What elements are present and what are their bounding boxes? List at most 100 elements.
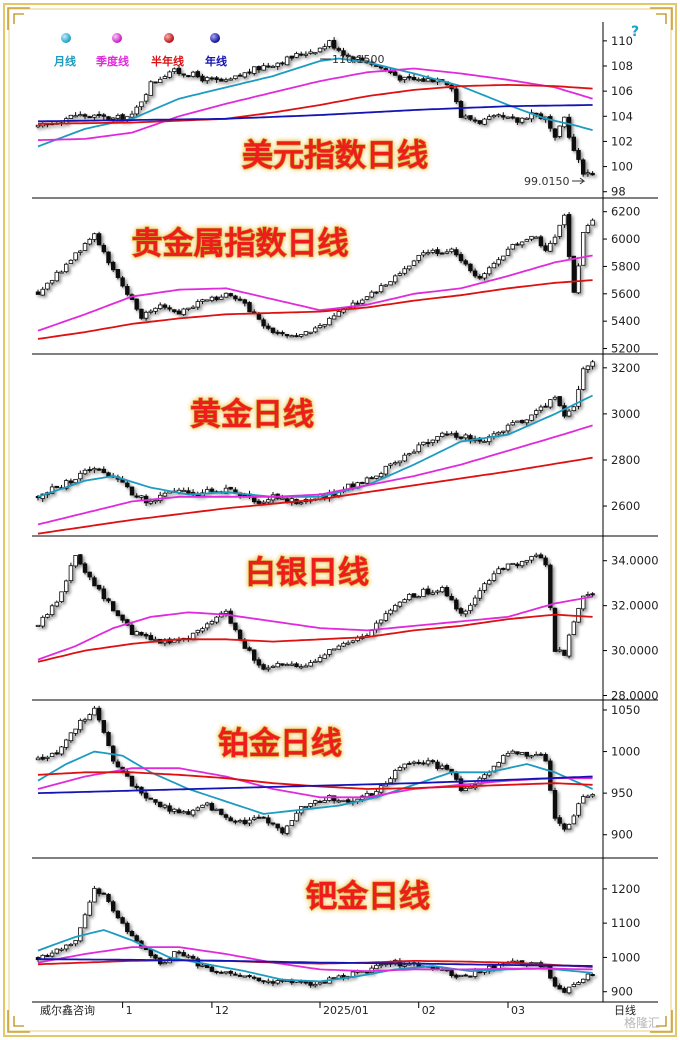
ma-line <box>37 254 593 332</box>
candle-up <box>402 763 407 769</box>
candle-down <box>458 608 464 614</box>
candle-up <box>435 436 440 441</box>
y-tick-label: 5400 <box>611 314 640 328</box>
candle-down <box>96 707 102 721</box>
candle-down <box>96 113 102 116</box>
candle-up <box>237 820 243 823</box>
candle-up <box>139 101 144 108</box>
x-axis: 1 12 2025/01 02 03 <box>122 1002 525 1017</box>
low-annotation-arrow <box>572 177 586 185</box>
candle-down <box>247 71 252 74</box>
candle-up <box>82 243 88 251</box>
candle-up <box>590 361 595 367</box>
candle-up <box>266 667 271 670</box>
candle-down <box>153 81 158 84</box>
candle-up <box>477 590 482 599</box>
candle-up <box>317 47 323 53</box>
candle-up <box>402 268 407 274</box>
ma-line <box>37 750 593 815</box>
candle-up <box>576 389 581 407</box>
candle-up <box>411 451 417 454</box>
candle-down <box>87 571 92 578</box>
candle-up <box>308 51 313 54</box>
candle-down <box>148 635 153 641</box>
candle-up <box>204 623 210 629</box>
candle-up <box>228 78 233 81</box>
candle-down <box>548 116 553 129</box>
candle-up <box>383 465 388 475</box>
candle-down <box>411 593 417 598</box>
candle-down <box>242 640 247 649</box>
candle-up <box>364 477 370 484</box>
candle-down <box>430 760 435 763</box>
candle-down <box>106 598 111 602</box>
candle-down <box>538 753 544 756</box>
candle-down <box>96 233 102 246</box>
candle-down <box>247 647 252 651</box>
candle-down <box>186 75 191 78</box>
candle-up <box>181 308 186 315</box>
candle-up <box>505 424 511 432</box>
candle-up <box>54 271 59 282</box>
candle-down <box>543 245 548 251</box>
candle-down <box>68 480 74 484</box>
x-tick-label: 12 <box>215 1004 229 1017</box>
candle-down <box>552 128 558 138</box>
candle-down <box>143 633 149 637</box>
candle-up <box>581 796 586 804</box>
candle-down <box>501 567 506 570</box>
candle-down <box>143 792 149 799</box>
candle-down <box>106 251 111 264</box>
candle-down <box>510 116 515 119</box>
candle-up <box>581 368 586 390</box>
ma-line <box>37 946 593 973</box>
candle-down <box>515 117 520 123</box>
candle-down <box>223 814 229 818</box>
candle-up <box>336 311 341 317</box>
candle-up <box>482 440 487 443</box>
candle-up <box>571 406 576 412</box>
y-tick-label: 106 <box>611 84 633 98</box>
ma-line <box>37 767 593 799</box>
ma-line <box>37 958 593 967</box>
candle-down <box>458 254 464 262</box>
candle-up <box>341 799 346 802</box>
candle-down <box>590 974 595 977</box>
candle-down <box>167 307 172 310</box>
y-tick-label: 110 <box>611 34 633 48</box>
candle-up <box>425 78 431 82</box>
candle-up <box>336 800 341 803</box>
candle-down <box>157 801 163 808</box>
candle-down <box>430 966 435 969</box>
y-tick-label: 30.0000 <box>611 644 659 658</box>
candle-down <box>101 892 106 895</box>
ma-line <box>37 775 593 794</box>
y-tick-label: 1000 <box>611 950 640 964</box>
x-tick-label: 02 <box>422 1004 436 1017</box>
candle-down <box>106 116 111 120</box>
legend-label: 年线 <box>205 54 227 68</box>
candle-up <box>78 114 83 117</box>
candle-up <box>186 307 191 310</box>
candle-down <box>115 761 121 768</box>
candle-up <box>172 68 177 72</box>
help-icon[interactable]: ? <box>631 24 639 40</box>
candle-down <box>195 71 200 78</box>
candle-down <box>87 469 92 472</box>
candle-up <box>501 430 506 433</box>
candle-down <box>280 663 285 666</box>
candle-down <box>515 563 520 567</box>
candle-down <box>176 951 182 954</box>
candle-down <box>228 486 233 490</box>
candle-up <box>200 628 205 632</box>
candle-down <box>134 935 139 942</box>
candle-up <box>148 310 153 313</box>
candle-up <box>416 444 421 453</box>
candle-down <box>472 119 478 122</box>
candle-down <box>233 295 238 300</box>
candle-up <box>331 648 337 651</box>
candle-up <box>322 800 327 803</box>
candle-up <box>129 113 135 118</box>
y-tick-label: 5200 <box>611 342 640 356</box>
candle-down <box>317 800 323 803</box>
